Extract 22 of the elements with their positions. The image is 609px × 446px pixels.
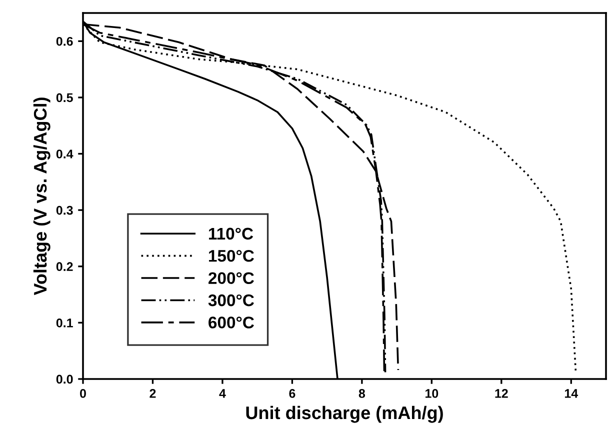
y-tick-label: 0.2 [56,262,73,272]
y-tick-label: 0.5 [56,93,73,102]
x-tick-label: 0 [80,389,86,398]
y-tick-label: 0.1 [56,318,73,328]
x-tick-label: 14 [564,389,578,398]
x-tick-label: 6 [289,389,296,398]
y-tick-label: 0.3 [56,206,73,215]
x-tick-label: 8 [358,389,366,398]
legend-label: 150°C [208,250,254,262]
x-tick-label: 4 [219,389,226,398]
legend-label: 600°C [208,316,254,328]
x-tick-label: 2 [150,389,156,398]
legend-label: 300°C [208,294,254,306]
legend-label: 200°C [208,272,254,284]
x-tick-label: 10 [426,389,438,398]
x-tick-label: 12 [495,389,508,398]
x-axis-title: Unit discharge (mAh/g) [246,406,443,423]
y-tick-label: 0.0 [56,374,73,384]
y-axis-title: Voltage (V vs. Ag/AgCl) [33,98,50,296]
legend-label: 110°C [208,228,254,240]
y-tick-label: 0.6 [56,36,73,46]
y-tick-label: 0.4 [56,150,74,158]
